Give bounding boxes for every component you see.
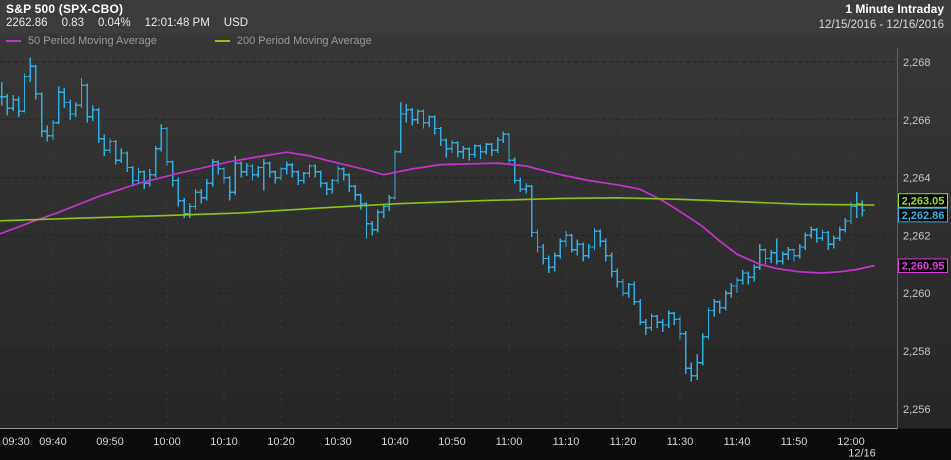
chart-legend: 50 Period Moving Average 200 Period Movi… [6, 34, 372, 48]
ma200-legend-label: 200 Period Moving Average [236, 35, 372, 47]
last-price: 2262.86 [6, 17, 48, 29]
svg-text:2,260.95: 2,260.95 [902, 261, 945, 273]
svg-text:10:40: 10:40 [381, 436, 409, 448]
ma50-line-swatch-icon [6, 40, 21, 42]
legend-item-ma200: 200 Period Moving Average [214, 35, 372, 47]
svg-text:10:20: 10:20 [267, 436, 295, 448]
svg-text:11:40: 11:40 [724, 436, 751, 448]
price-change: 0.83 [61, 17, 84, 29]
ma50-legend-label: 50 Period Moving Average [28, 35, 157, 47]
interval-label: 1 Minute Intraday [845, 2, 944, 16]
svg-text:2,256: 2,256 [903, 404, 931, 416]
date-range-label: 12/15/2016 - 12/16/2016 [818, 19, 944, 31]
currency-label: USD [223, 17, 249, 29]
svg-text:11:30: 11:30 [667, 436, 694, 448]
svg-text:2,262.86: 2,262.86 [902, 210, 945, 222]
price-change-percent: 0.04% [97, 17, 131, 29]
svg-text:2,258: 2,258 [903, 346, 931, 358]
svg-text:10:10: 10:10 [210, 436, 238, 448]
svg-text:09:40: 09:40 [39, 436, 67, 448]
ma200-line-swatch-icon [214, 40, 230, 42]
svg-text:2,266: 2,266 [903, 115, 931, 127]
chart-header: S&P 500 (SPX-CBO) 2262.86 0.83 0.04% 12:… [0, 0, 951, 33]
svg-text:2,263.05: 2,263.05 [902, 196, 945, 208]
quote-time: 12:01:48 PM [144, 17, 210, 29]
legend-item-ma50: 50 Period Moving Average [6, 35, 157, 47]
svg-text:09:50: 09:50 [96, 436, 124, 448]
svg-text:11:10: 11:10 [553, 436, 580, 448]
svg-text:11:00: 11:00 [496, 436, 523, 448]
svg-text:12:00: 12:00 [837, 436, 865, 448]
svg-text:10:00: 10:00 [153, 436, 181, 448]
svg-text:10:50: 10:50 [438, 436, 466, 448]
symbol-title: S&P 500 (SPX-CBO) [6, 2, 124, 16]
svg-text:2,262: 2,262 [903, 230, 931, 242]
svg-text:12/16: 12/16 [848, 448, 876, 460]
svg-text:2,264: 2,264 [903, 173, 931, 185]
svg-text:09:30: 09:30 [2, 436, 30, 448]
quote-summary: 2262.86 0.83 0.04% 12:01:48 PM USD [6, 17, 248, 29]
svg-text:10:30: 10:30 [324, 436, 352, 448]
chart-header-right: 1 Minute Intraday 12/15/2016 - 12/16/201… [819, 2, 944, 31]
svg-text:11:20: 11:20 [610, 436, 637, 448]
svg-text:11:50: 11:50 [781, 436, 808, 448]
svg-text:2,268: 2,268 [903, 57, 931, 69]
svg-text:2,260: 2,260 [903, 288, 931, 300]
